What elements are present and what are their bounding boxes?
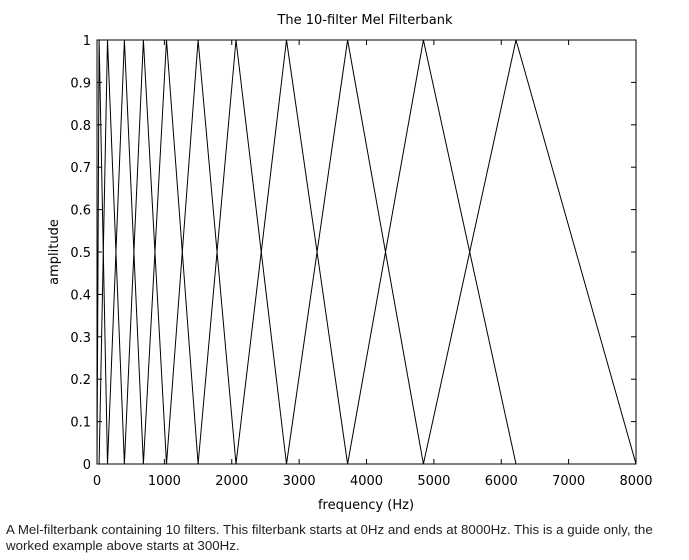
mel-filterbank-chart: The 10-filter Mel Filterbank 0 1000 2000 30… [47,13,653,513]
y-tick-label: 0.3 [70,331,91,346]
filter-7-line [197,39,287,465]
x-tick-label: 3000 [283,474,316,489]
chart-title: The 10-filter Mel Filterbank [276,13,453,28]
filter-9-line [286,39,424,465]
y-tick-label: 0.5 [70,246,91,261]
x-tick-label: 5000 [417,474,450,489]
figure-caption: A Mel-filterbank containing 10 filters. … [6,522,653,553]
y-tick-label: 0.9 [70,76,91,91]
y-axis: 0 0.1 0.2 0.3 0.4 0.5 0.6 0.7 0.8 0.9 1 [70,34,636,473]
y-tick-label: 0.2 [70,373,91,388]
x-tick-label: 7000 [552,474,585,489]
x-tick-label: 2000 [215,474,248,489]
filter-8-line [235,39,349,465]
y-tick-label: 1 [83,34,91,49]
x-tick-label: 0 [93,474,101,489]
x-tick-label: 6000 [485,474,518,489]
x-tick-label: 1000 [148,474,181,489]
filter-11-line [422,39,637,465]
filter-6-line [166,39,237,465]
y-tick-label: 0.4 [70,288,91,303]
filter-2-line [98,39,125,465]
filter-3-line [107,39,144,465]
x-tick-label: 8000 [619,474,652,489]
plot-frame [96,39,637,465]
filter-lines [96,39,637,465]
filter-4-line [123,39,167,465]
y-tick-label: 0.8 [70,119,91,134]
x-tick-label: 4000 [350,474,383,489]
y-tick-label: 0 [83,458,91,473]
y-tick-label: 0.7 [70,161,91,176]
y-tick-label: 0.1 [70,416,91,431]
filter-10-line [347,39,517,465]
y-tick-label: 0.6 [70,204,91,219]
y-axis-label: amplitude [47,219,62,285]
x-axis-label: frequency (Hz) [318,498,414,513]
x-axis: 0 1000 2000 3000 4000 5000 6000 7000 8000 [93,40,653,489]
